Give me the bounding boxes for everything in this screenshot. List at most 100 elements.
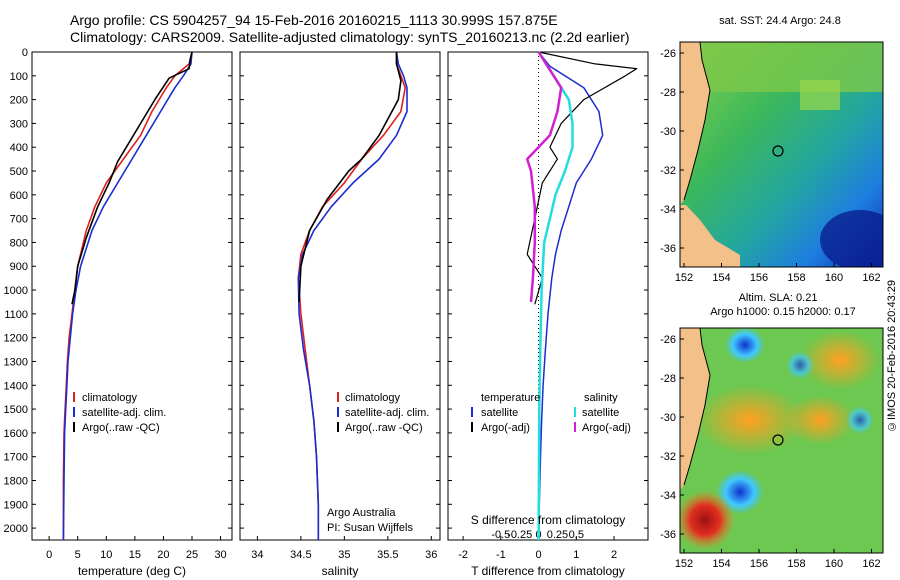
- series-line-satellite-adj-clim-: [297, 51, 408, 540]
- sla-cold-eddy: [846, 406, 874, 434]
- sla-lat-axis: -26 -28 -30 -32 -34 -36: [660, 334, 684, 541]
- series-line-argo-raw-qc-: [71, 51, 193, 305]
- salinity-legend: climatology satellite-adj. clim. Argo(..…: [337, 392, 429, 434]
- sla-warm-eddy: [800, 330, 880, 390]
- depth-tick-label: 200: [10, 95, 28, 107]
- land-south: [680, 205, 740, 267]
- sla-warm-eddy: [785, 395, 855, 445]
- sst-map-frame: [679, 41, 884, 268]
- sst-warm-patch: [800, 80, 840, 110]
- lat-tick-label: -36: [660, 529, 676, 541]
- legend-argo: Argo(..raw -QC): [345, 422, 423, 434]
- x-tick-label: 34: [251, 549, 263, 561]
- x-tick-label: 15: [129, 549, 141, 561]
- sla-cold-eddy: [725, 328, 765, 363]
- lon-tick-label: 156: [750, 272, 768, 284]
- lat-tick-label: -28: [660, 87, 676, 99]
- land-australia: [680, 42, 710, 205]
- lon-tick-label: 160: [825, 272, 843, 284]
- series-line-argo-raw-qc-: [298, 52, 402, 303]
- series-line-temperature-satellite: [537, 51, 604, 541]
- lat-tick-label: -32: [660, 451, 676, 463]
- depth-axis: 0 100 200 300 400 500 600 700 800 900 1000 1100 1200…: [4, 47, 648, 535]
- sla-map: [680, 328, 883, 553]
- x-tick-label: 1: [573, 549, 579, 561]
- x-tick-label: 10: [100, 549, 112, 561]
- temperature-x-axis: 0 5 10 15 20 25 30: [46, 536, 227, 561]
- legend-salinity-head: salinity: [584, 392, 618, 404]
- x-tick-label: 36: [425, 549, 437, 561]
- depth-tick-label: 800: [10, 237, 28, 249]
- difference-profiles: [525, 51, 638, 541]
- lat-tick-label: -34: [660, 490, 676, 502]
- series-line-climatology: [62, 51, 193, 540]
- depth-tick-label: 2000: [4, 523, 28, 535]
- lat-tick-label: -36: [660, 243, 676, 255]
- lat-tick-label: -34: [660, 204, 676, 216]
- lat-tick-label: -26: [660, 48, 676, 60]
- legend-s-argo: Argo(-adj): [582, 422, 631, 434]
- sst-cold-patch: [820, 210, 883, 267]
- lat-tick-label: -26: [660, 334, 676, 346]
- title-line-1: Argo profile: CS 5904257_94 15-Feb-2016 …: [70, 12, 558, 28]
- x-tick-label: -1: [496, 549, 506, 561]
- sla-cold-eddy: [786, 351, 814, 379]
- lat-tick-label: -30: [660, 126, 676, 138]
- salinity-panel-frame: [239, 51, 441, 541]
- x-tick-label: 0: [46, 549, 52, 561]
- lon-tick-label: 156: [750, 558, 768, 570]
- sst-map-title: sat. SST: 24.4 Argo: 24.8: [719, 15, 841, 27]
- coastline: [683, 42, 711, 201]
- lat-tick-label: -28: [660, 373, 676, 385]
- s-tick-label: 0.5: [569, 529, 584, 541]
- s-tick-label: 0.25: [547, 529, 568, 541]
- temperature-legend: climatology satellite-adj. clim. Argo(..…: [73, 392, 166, 434]
- credit-line-2: PI: Susan Wijffels: [327, 522, 413, 534]
- sla-map-title-1: Altim. SLA: 0.21: [739, 292, 818, 304]
- temperature-x-label: temperature (deg C): [78, 564, 186, 578]
- s-tick-label: -0.5: [491, 529, 510, 541]
- lat-tick-label: -32: [660, 165, 676, 177]
- x-tick-label: -2: [458, 549, 468, 561]
- lon-tick-label: 154: [712, 272, 730, 284]
- argo-float-marker: [772, 434, 784, 446]
- legend-s-satellite: satellite: [582, 407, 619, 419]
- sla-lon-axis: 152 154 156 158 160 162: [675, 549, 881, 570]
- difference-legend: temperature salinity satellite Argo(-adj…: [471, 392, 631, 434]
- series-line-salinity-argo-adj-: [525, 51, 563, 303]
- sst-lat-axis: -26 -28 -30 -32 -34 -36: [660, 48, 684, 255]
- x-tick-label: 35: [338, 549, 350, 561]
- sla-map-title-2: Argo h1000: 0.15 h2000: 0.17: [710, 306, 856, 318]
- depth-tick-label: 1300: [4, 356, 28, 368]
- x-tick-label: 5: [75, 549, 81, 561]
- series-line-climatology: [297, 52, 407, 540]
- credit-line-1: Argo Australia: [327, 507, 396, 519]
- depth-tick-label: 300: [10, 118, 28, 130]
- legend-climatology: climatology: [82, 392, 138, 404]
- legend-argo: Argo(..raw -QC): [82, 422, 160, 434]
- temperature-profiles: [62, 51, 193, 541]
- salinity-profiles: [297, 51, 408, 540]
- temperature-panel-frame: [31, 51, 233, 541]
- lat-tick-label: -30: [660, 412, 676, 424]
- x-tick-label: 34.5: [290, 549, 311, 561]
- t-difference-x-label: T difference from climatology: [471, 564, 625, 578]
- sla-warm-eddy: [695, 385, 805, 455]
- depth-tick-label: 1400: [4, 380, 28, 392]
- depth-tick-label: 700: [10, 214, 28, 226]
- depth-tick-label: 900: [10, 261, 28, 273]
- legend-t-satellite: satellite: [481, 407, 518, 419]
- depth-tick-label: 1500: [4, 404, 28, 416]
- sla-hot-eddy: [680, 490, 735, 550]
- depth-tick-label: 0: [22, 47, 28, 59]
- depth-tick-label: 1600: [4, 428, 28, 440]
- coastline: [683, 328, 711, 486]
- legend-climatology: climatology: [345, 392, 401, 404]
- lon-tick-label: 162: [862, 558, 880, 570]
- s-tick-label: -0.25: [507, 529, 532, 541]
- x-tick-label: 2: [611, 549, 617, 561]
- lon-tick-label: 162: [862, 272, 880, 284]
- legend-satellite: satellite-adj. clim.: [345, 407, 429, 419]
- lon-tick-label: 158: [787, 558, 805, 570]
